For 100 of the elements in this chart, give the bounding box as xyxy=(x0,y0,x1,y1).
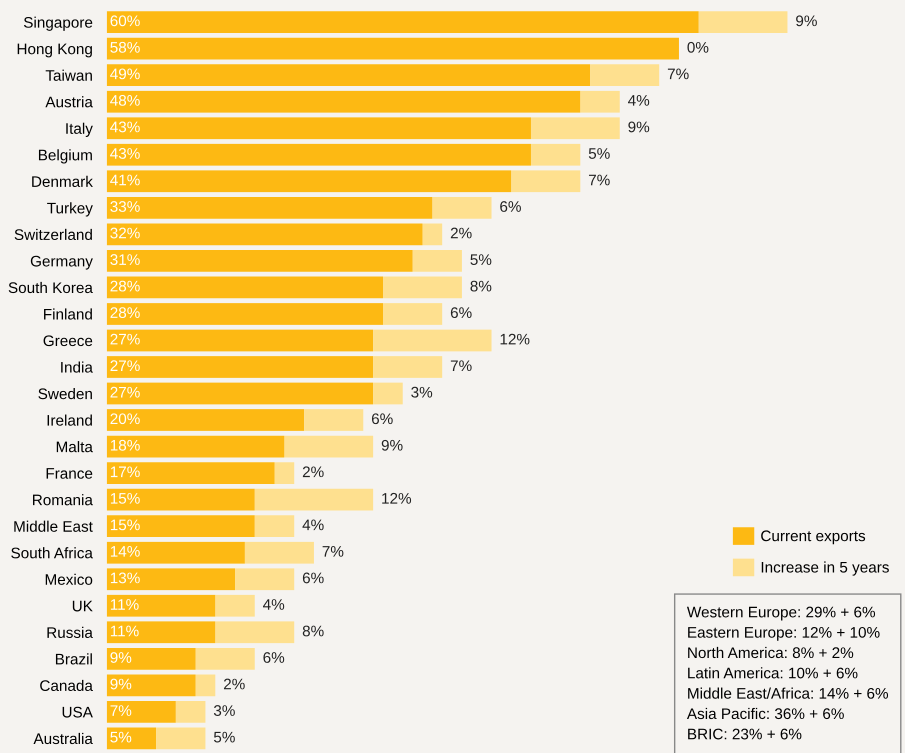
y-tick-label: Canada xyxy=(40,680,93,692)
y-tick-label: Australia xyxy=(33,732,93,744)
bar xyxy=(304,409,364,431)
bar xyxy=(106,223,422,246)
bar xyxy=(106,196,432,219)
bar xyxy=(106,488,255,511)
data-label: 7% xyxy=(450,360,472,372)
data-label: 13% xyxy=(110,572,140,584)
data-label: 6% xyxy=(500,201,521,212)
bar xyxy=(383,276,462,298)
bar xyxy=(235,568,294,590)
annotation: Latin America: 10% + 6% xyxy=(688,667,858,678)
data-label: 7% xyxy=(110,705,132,716)
data-label: 15% xyxy=(110,492,140,504)
y-tick-label: South Korea xyxy=(8,282,93,294)
data-label: 31% xyxy=(110,254,140,265)
annotation: North America: 8% + 2% xyxy=(688,646,854,658)
annotation: Asia Pacific: 36% + 6% xyxy=(686,708,844,720)
data-label: 7% xyxy=(668,68,689,80)
bar xyxy=(106,648,196,670)
y-tick-label: USA xyxy=(62,706,93,718)
bar xyxy=(106,436,284,458)
y-tick-label: Romania xyxy=(33,494,93,506)
bar xyxy=(196,674,216,696)
data-label: 8% xyxy=(302,626,324,636)
bar xyxy=(215,594,255,617)
data-label: 9% xyxy=(110,678,132,690)
y-tick-label: Ireland xyxy=(48,414,92,426)
y-tick-label: Italy xyxy=(66,122,93,137)
y-tick-label: Russia xyxy=(47,626,93,638)
bar xyxy=(106,594,216,617)
bar xyxy=(106,144,531,166)
bar xyxy=(106,701,176,723)
data-label: 9% xyxy=(110,652,132,663)
bar xyxy=(106,382,374,404)
y-tick-label: Finland xyxy=(44,308,92,320)
data-label: 27% xyxy=(110,386,140,398)
bar xyxy=(373,330,492,352)
bar xyxy=(590,64,660,86)
bar xyxy=(106,462,274,484)
data-label: 6% xyxy=(450,307,472,318)
data-label: 27% xyxy=(110,334,140,345)
bar xyxy=(156,728,206,750)
bar xyxy=(106,621,216,644)
bar xyxy=(373,382,403,404)
bar xyxy=(106,64,590,86)
data-label: 58% xyxy=(110,42,140,53)
data-label: 28% xyxy=(110,280,140,292)
y-tick-label: France xyxy=(46,468,92,479)
bar xyxy=(106,90,580,113)
bar xyxy=(106,11,699,33)
y-tick-label: UK xyxy=(72,600,93,612)
data-label: 7% xyxy=(588,174,610,186)
data-label: 28% xyxy=(110,307,140,318)
data-label: 6% xyxy=(302,572,324,584)
data-label: 8% xyxy=(470,280,492,292)
bar xyxy=(106,568,236,590)
data-label: 12% xyxy=(500,334,530,345)
data-label: 43% xyxy=(110,122,140,132)
data-label: 9% xyxy=(796,15,817,26)
data-label: 0% xyxy=(687,42,708,53)
data-label: 6% xyxy=(263,652,284,663)
data-label: 2% xyxy=(224,678,245,690)
annotation: Eastern Europe: 12% + 10% xyxy=(688,626,880,641)
data-label: 3% xyxy=(411,386,432,398)
data-label: 3% xyxy=(214,705,235,716)
bar xyxy=(254,515,294,538)
data-label: 60% xyxy=(110,15,140,26)
bar xyxy=(580,90,620,113)
data-label: 27% xyxy=(110,360,140,372)
bar xyxy=(432,196,492,219)
data-label: 5% xyxy=(588,148,610,159)
bar xyxy=(422,223,442,246)
data-label: 4% xyxy=(628,95,650,106)
y-tick-label: South Africa xyxy=(11,547,93,558)
data-label: 9% xyxy=(628,122,650,132)
bar xyxy=(530,117,620,140)
annotation: Western Europe: 29% + 6% xyxy=(686,606,876,620)
y-tick-label: India xyxy=(61,361,93,373)
bar xyxy=(106,674,196,696)
bar xyxy=(373,356,442,378)
bar xyxy=(106,250,413,272)
bar xyxy=(106,409,304,431)
data-label: 33% xyxy=(110,201,140,212)
y-tick-label: Singapore xyxy=(24,16,92,31)
annotation: Middle East/Africa: 14% + 6% xyxy=(688,688,888,699)
annotation: BRIC: 23% + 6% xyxy=(688,728,802,740)
bar xyxy=(412,250,462,272)
data-label: 5% xyxy=(214,732,235,743)
bar xyxy=(284,436,374,458)
y-tick-label: Austria xyxy=(45,96,93,108)
data-label: 2% xyxy=(450,228,472,238)
bar xyxy=(106,117,531,140)
bar xyxy=(274,462,294,484)
data-label: 49% xyxy=(110,68,140,80)
y-tick-label: Germany xyxy=(30,256,93,270)
bar xyxy=(106,38,679,60)
data-label: 17% xyxy=(110,466,140,478)
bar xyxy=(106,515,255,538)
data-label: 14% xyxy=(110,546,140,557)
